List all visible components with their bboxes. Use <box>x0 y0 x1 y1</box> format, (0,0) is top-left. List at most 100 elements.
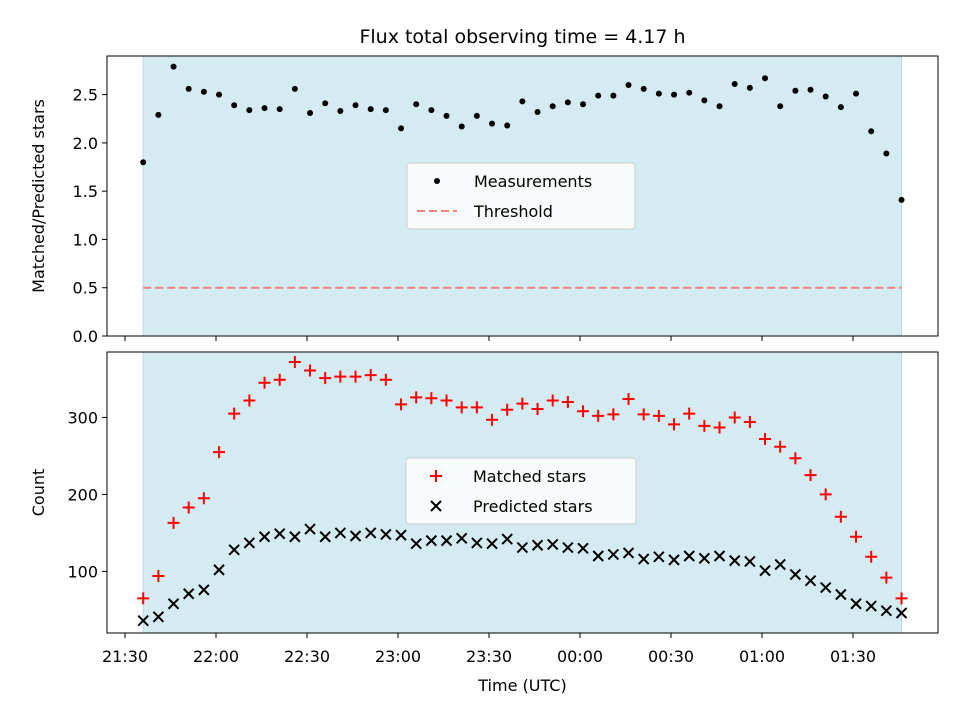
legend-label: Predicted stars <box>473 497 593 516</box>
data-point <box>470 401 483 414</box>
data-point <box>137 592 150 605</box>
data-point <box>486 537 498 550</box>
legend-label: Threshold <box>473 202 553 221</box>
data-point <box>789 568 802 581</box>
data-point <box>489 120 496 127</box>
data-point <box>213 446 226 459</box>
data-point <box>185 85 192 92</box>
data-point <box>668 418 681 431</box>
x-tick-label: 22:30 <box>284 647 330 666</box>
data-point <box>819 488 832 501</box>
data-point <box>686 89 693 96</box>
data-point <box>607 548 620 561</box>
data-point <box>243 394 256 407</box>
data-point <box>807 86 814 93</box>
data-point <box>501 533 513 545</box>
data-point <box>213 564 225 576</box>
data-point <box>531 402 544 415</box>
data-point <box>610 92 617 99</box>
series-measurements <box>140 63 905 203</box>
axes-frame <box>106 55 939 337</box>
data-point <box>898 196 905 203</box>
data-point <box>261 105 268 112</box>
data-point <box>713 550 726 562</box>
data-point <box>228 407 241 420</box>
data-point <box>382 107 389 114</box>
data-point <box>774 440 787 453</box>
legend-swatch <box>434 178 440 184</box>
x-tick-label: 22:00 <box>193 647 239 666</box>
data-point <box>895 592 908 605</box>
data-point <box>349 530 362 542</box>
data-point <box>671 91 678 98</box>
data-point <box>273 373 286 386</box>
data-point <box>850 598 862 610</box>
data-point <box>834 510 847 523</box>
data-point <box>440 534 453 547</box>
data-point <box>410 537 422 550</box>
data-point <box>364 369 377 382</box>
data-point <box>246 107 253 114</box>
data-point <box>231 102 238 109</box>
data-point <box>837 104 844 111</box>
x-tick-label: 21:30 <box>102 647 148 666</box>
data-point <box>531 539 544 551</box>
data-point <box>577 405 590 418</box>
data-point <box>622 392 635 405</box>
data-point <box>167 598 180 610</box>
data-point <box>653 551 665 563</box>
data-point <box>152 570 165 583</box>
y-tick-label: 200 <box>67 485 98 504</box>
series-matched-stars <box>137 356 908 605</box>
data-point <box>304 523 316 535</box>
data-point <box>425 392 438 405</box>
data-point <box>683 550 695 562</box>
data-point <box>197 492 210 505</box>
data-point <box>458 123 465 130</box>
data-point <box>607 408 620 421</box>
data-point <box>865 600 877 612</box>
data-point <box>288 356 301 369</box>
data-point <box>200 88 207 95</box>
data-point <box>698 419 711 432</box>
data-point <box>880 571 893 584</box>
data-point <box>853 90 860 97</box>
data-point <box>880 604 893 617</box>
data-point <box>367 106 374 113</box>
data-point <box>228 544 240 556</box>
x-tick-label: 01:00 <box>739 647 785 666</box>
data-point <box>170 63 177 70</box>
data-point <box>595 92 602 99</box>
data-point <box>577 542 589 555</box>
data-point <box>334 370 347 383</box>
y-tick-label: 0.5 <box>73 279 98 298</box>
data-point <box>580 101 587 108</box>
data-point <box>276 106 283 113</box>
data-point <box>504 122 511 129</box>
data-point <box>728 554 741 567</box>
data-point <box>792 87 799 94</box>
legend: Matched stars Predicted stars <box>405 457 637 525</box>
data-point <box>622 547 635 559</box>
data-point <box>443 112 450 119</box>
data-point <box>744 555 756 568</box>
y-tick-label: 2.0 <box>73 134 98 153</box>
data-point <box>395 529 407 541</box>
data-point <box>395 398 408 411</box>
data-point <box>716 103 723 110</box>
data-point <box>516 397 529 410</box>
data-point <box>746 84 753 91</box>
data-point <box>822 93 829 100</box>
data-point <box>728 411 741 424</box>
data-point <box>307 109 314 116</box>
data-point <box>289 531 301 543</box>
data-point <box>471 537 483 549</box>
series-predicted-stars <box>137 523 908 627</box>
data-point <box>273 527 286 540</box>
data-point <box>304 364 317 377</box>
data-point <box>243 537 256 549</box>
data-point <box>637 553 650 565</box>
ratio-panel: 0.0 0.5 1.0 1.5 2.0 2.5 Matched/Predicted star… <box>29 55 939 346</box>
data-point <box>198 584 210 596</box>
data-point <box>835 588 847 601</box>
